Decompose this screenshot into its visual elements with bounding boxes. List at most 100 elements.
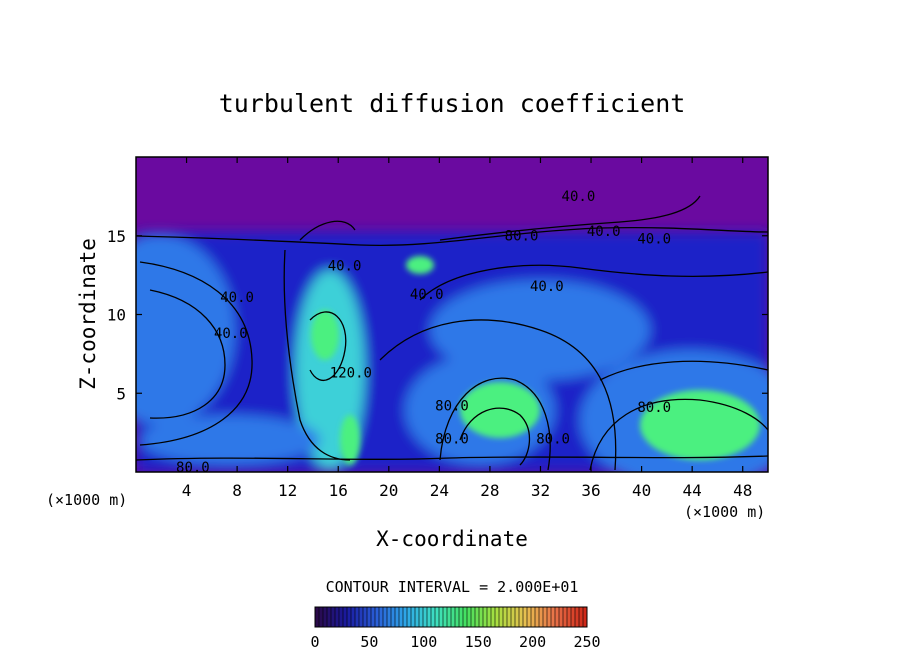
contour-label: 40.0 bbox=[220, 290, 254, 306]
colorbar-cell bbox=[359, 607, 363, 627]
x-tick-label: 16 bbox=[329, 481, 348, 500]
plot-area: 40.0 80.0 40.0 40.0 40.0 40.0 40.0 40.0 40.0 120.… bbox=[136, 157, 768, 472]
colorbar-cell bbox=[387, 607, 391, 627]
colorbar-tick-label: 250 bbox=[573, 633, 600, 651]
colorbar-cell bbox=[351, 607, 355, 627]
colorbar-cell bbox=[559, 607, 563, 627]
colorbar-ticks: 0 50 100 150 200 250 bbox=[310, 633, 600, 651]
contour-label: 40.0 bbox=[562, 189, 596, 205]
colorbar-cell bbox=[375, 607, 379, 627]
colorbar-cell bbox=[571, 607, 575, 627]
colorbar-cell bbox=[411, 607, 415, 627]
field-highlights bbox=[311, 256, 760, 465]
contour-label: 80.0 bbox=[505, 228, 539, 244]
colorbar-cell bbox=[535, 607, 539, 627]
colorbar-cell bbox=[579, 607, 583, 627]
colorbar-cell bbox=[467, 607, 471, 627]
colorbar-cell bbox=[451, 607, 455, 627]
contour-label: 80.0 bbox=[637, 400, 671, 416]
colorbar-stripes bbox=[314, 607, 587, 627]
colorbar: 0 50 100 150 200 250 bbox=[310, 606, 601, 651]
x-tick-label: 4 bbox=[182, 481, 192, 500]
x-tick-label: 20 bbox=[379, 481, 398, 500]
colorbar-cell bbox=[539, 607, 543, 627]
colorbar-cell bbox=[339, 607, 343, 627]
colorbar-cell bbox=[499, 607, 503, 627]
x-tick-label: 28 bbox=[480, 481, 499, 500]
colorbar-cell bbox=[367, 607, 371, 627]
colorbar-cell bbox=[475, 607, 479, 627]
colorbar-cell bbox=[543, 607, 547, 627]
colorbar-cell bbox=[319, 607, 323, 627]
x-unit-left: (×1000 m) bbox=[46, 491, 127, 509]
colorbar-tick-label: 0 bbox=[310, 633, 319, 651]
y-tick-label: 10 bbox=[107, 306, 126, 325]
colorbar-cell bbox=[363, 607, 367, 627]
colorbar-cell bbox=[507, 607, 511, 627]
colorbar-cell bbox=[567, 607, 571, 627]
colorbar-cell bbox=[519, 607, 523, 627]
colorbar-cell bbox=[575, 607, 579, 627]
x-unit-right: (×1000 m) bbox=[684, 503, 765, 521]
colorbar-cell bbox=[327, 607, 331, 627]
colorbar-cell bbox=[511, 607, 515, 627]
colorbar-cell bbox=[371, 607, 375, 627]
contour-label: 40.0 bbox=[530, 279, 564, 295]
contour-label: 40.0 bbox=[328, 258, 362, 274]
x-tick-label: 44 bbox=[683, 481, 702, 500]
colorbar-tick-label: 150 bbox=[465, 633, 492, 651]
colorbar-cell bbox=[503, 607, 507, 627]
colorbar-cell bbox=[355, 607, 359, 627]
contour-label: 80.0 bbox=[435, 432, 469, 448]
contour-label: 120.0 bbox=[330, 366, 372, 382]
colorbar-cell bbox=[483, 607, 487, 627]
x-tick-label: 32 bbox=[531, 481, 550, 500]
x-tick-label: 40 bbox=[632, 481, 651, 500]
colorbar-cell bbox=[419, 607, 423, 627]
x-tick-label: 24 bbox=[430, 481, 449, 500]
colorbar-cell bbox=[531, 607, 535, 627]
contour-label-group: 40.0 80.0 40.0 40.0 40.0 40.0 40.0 40.0 40.0 120.… bbox=[176, 189, 671, 472]
colorbar-cell bbox=[379, 607, 383, 627]
colorbar-cell bbox=[427, 607, 431, 627]
y-axis-ticks: 5 10 15 bbox=[107, 227, 768, 403]
x-tick-label: 36 bbox=[581, 481, 600, 500]
colorbar-cell bbox=[423, 607, 427, 627]
colorbar-cell bbox=[515, 607, 519, 627]
x-tick-label: 8 bbox=[232, 481, 242, 500]
colorbar-cell bbox=[383, 607, 387, 627]
colorbar-cell bbox=[391, 607, 395, 627]
contour-label: 80.0 bbox=[536, 432, 570, 448]
x-tick-label: 48 bbox=[733, 481, 752, 500]
colorbar-cell bbox=[479, 607, 483, 627]
y-axis-label: Z-coordinate bbox=[76, 238, 100, 390]
colorbar-cell bbox=[471, 607, 475, 627]
y-tick-label: 5 bbox=[116, 384, 126, 403]
colorbar-cell bbox=[335, 607, 339, 627]
colorbar-cell bbox=[583, 607, 587, 627]
colorbar-tick-label: 100 bbox=[410, 633, 437, 651]
chart-title: turbulent diffusion coefficient bbox=[219, 89, 686, 118]
colorbar-cell bbox=[555, 607, 559, 627]
colorbar-frame bbox=[314, 606, 588, 628]
contour-label: 40.0 bbox=[587, 224, 621, 240]
colorbar-cell bbox=[323, 607, 327, 627]
colorbar-cell bbox=[443, 607, 447, 627]
colorbar-cell bbox=[551, 607, 555, 627]
colorbar-cell bbox=[399, 607, 403, 627]
colorbar-cell bbox=[431, 607, 435, 627]
contour-lines bbox=[136, 195, 768, 471]
contour-label: 40.0 bbox=[214, 326, 248, 342]
colorbar-cell bbox=[463, 607, 467, 627]
colorbar-tick-label: 50 bbox=[360, 633, 378, 651]
colorbar-cell bbox=[487, 607, 491, 627]
x-axis-label: X-coordinate bbox=[376, 527, 528, 551]
colorbar-cell bbox=[347, 607, 351, 627]
colorbar-cell bbox=[403, 607, 407, 627]
colorbar-cell bbox=[563, 607, 567, 627]
colorbar-cell bbox=[315, 607, 319, 627]
colorbar-cell bbox=[439, 607, 443, 627]
colorbar-cell bbox=[343, 607, 347, 627]
colorbar-cell bbox=[331, 607, 335, 627]
